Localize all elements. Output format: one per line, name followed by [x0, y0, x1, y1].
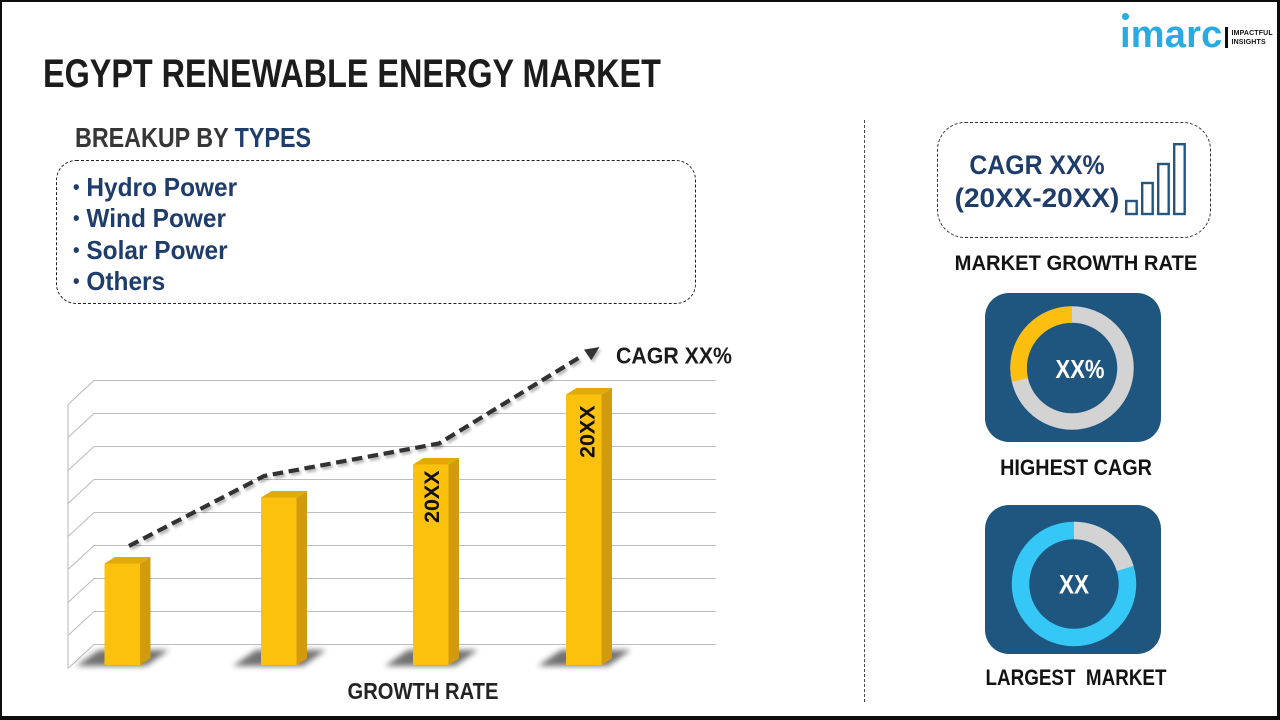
- svg-text:20XX: 20XX: [420, 470, 444, 523]
- svg-text:XX%: XX%: [1056, 354, 1105, 384]
- svg-text:CAGR XX%: CAGR XX%: [616, 343, 732, 369]
- svg-text:20XX: 20XX: [576, 405, 600, 458]
- svg-text:XX: XX: [1059, 570, 1089, 600]
